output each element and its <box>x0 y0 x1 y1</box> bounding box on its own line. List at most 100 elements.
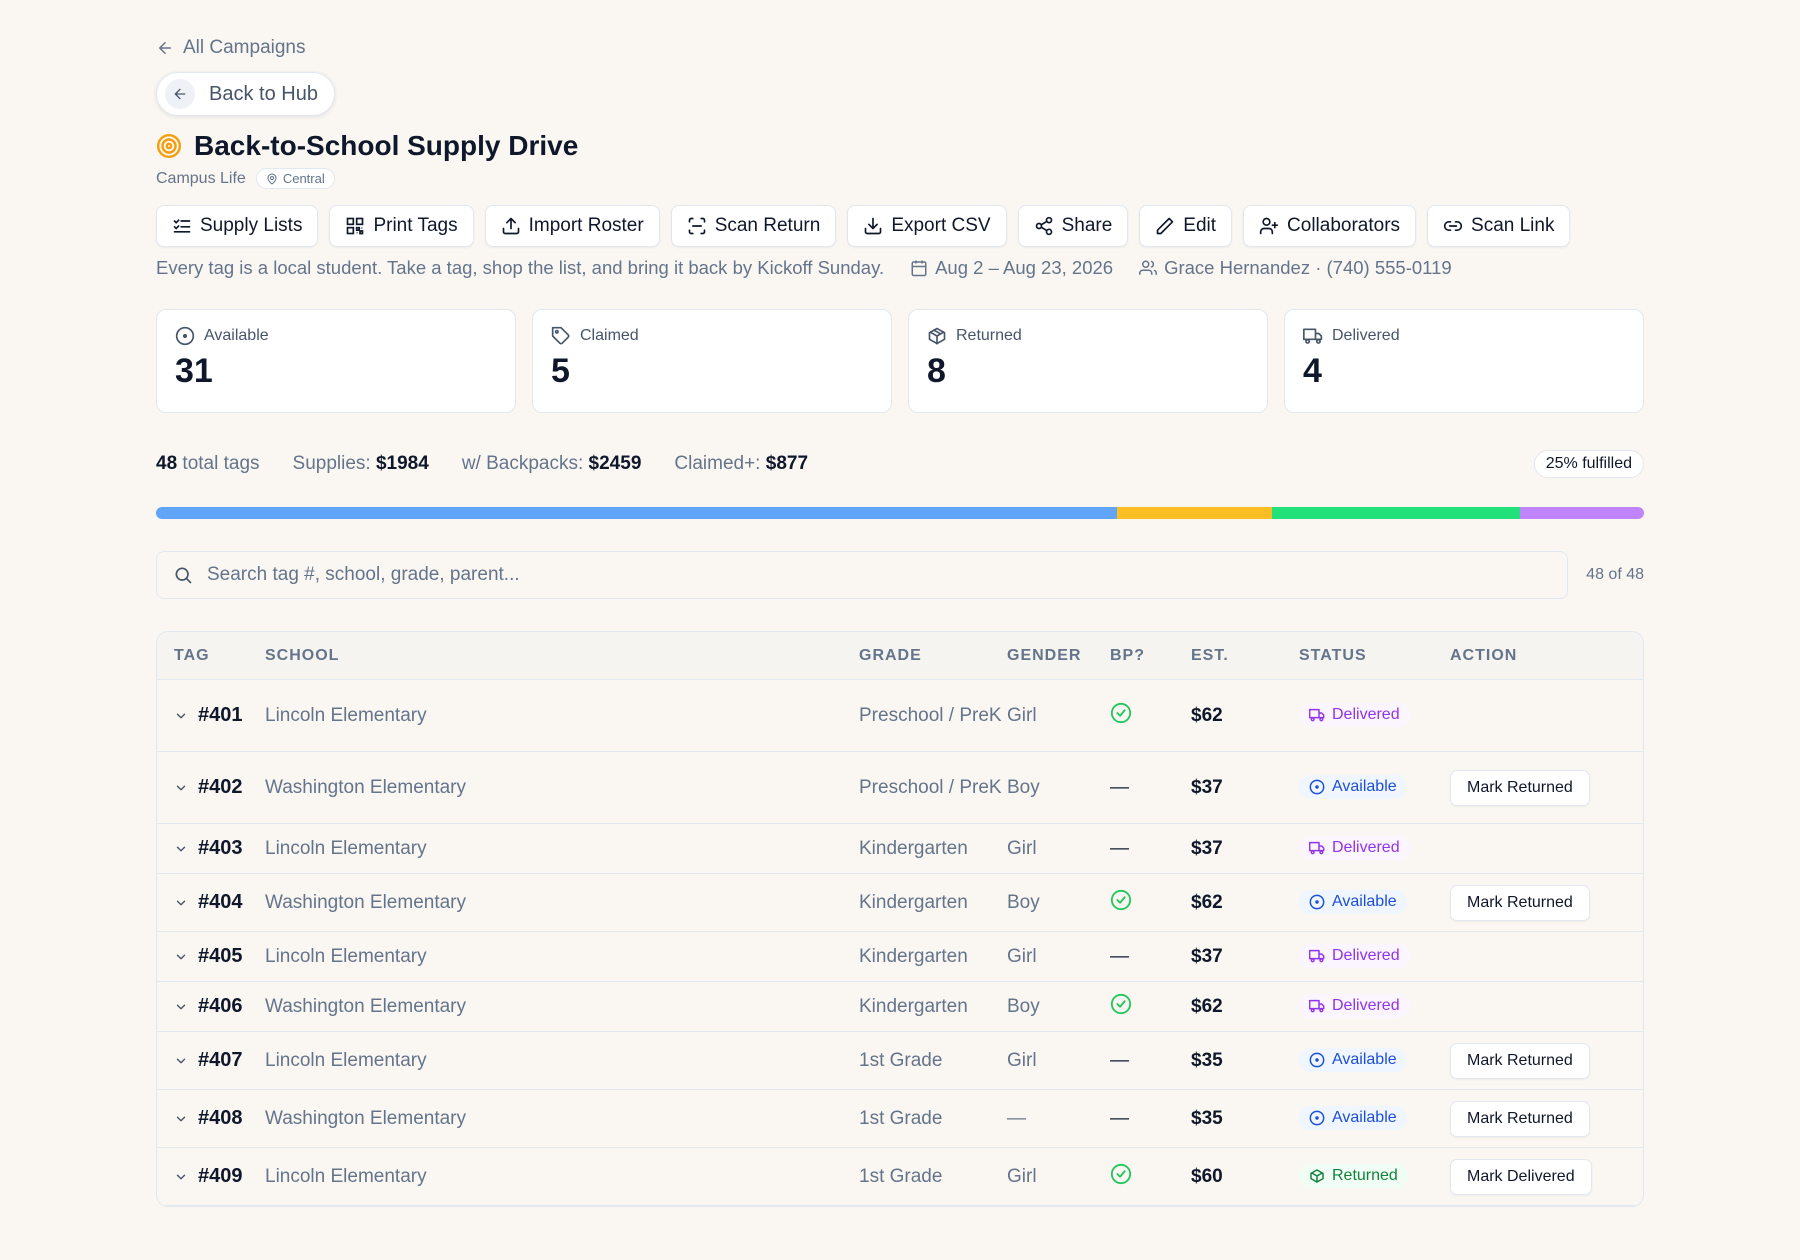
table-row[interactable]: #409 Lincoln Elementary 1st Grade Girl $60 Re… <box>157 1148 1643 1206</box>
chevron-down-icon[interactable] <box>174 781 188 795</box>
scan-link-label: Scan Link <box>1471 215 1555 236</box>
row-action-button[interactable]: Mark Returned <box>1450 884 1590 921</box>
chevron-down-icon[interactable] <box>174 1000 188 1014</box>
status-cell: Available <box>1299 774 1450 801</box>
tag-cell: #407 <box>157 1049 265 1072</box>
supply-lists-label: Supply Lists <box>200 215 303 236</box>
print-tags-button[interactable]: Print Tags <box>329 205 474 247</box>
tag-cell: #408 <box>157 1107 265 1130</box>
status-badge: Returned <box>1299 1163 1408 1188</box>
edit-button[interactable]: Edit <box>1139 205 1233 247</box>
share-button[interactable]: Share <box>1017 205 1129 247</box>
supply-lists-button[interactable]: Supply Lists <box>156 205 319 247</box>
school-cell: Lincoln Elementary <box>265 1165 427 1187</box>
scan-link-button[interactable]: Scan Link <box>1427 205 1571 247</box>
row-action-button[interactable]: Mark Returned <box>1450 769 1590 806</box>
table-row[interactable]: #406 Washington Elementary Kindergarten Boy… <box>157 982 1643 1032</box>
export-csv-button[interactable]: Export CSV <box>847 205 1007 247</box>
column-header-status[interactable]: STATUS <box>1299 646 1367 664</box>
column-header-tag[interactable]: TAG <box>174 646 210 664</box>
status-label: Delivered <box>1332 705 1400 723</box>
tag-cell: #409 <box>157 1165 265 1188</box>
circle-dot-icon <box>1309 1110 1325 1125</box>
edit-label: Edit <box>1183 215 1217 236</box>
chevron-down-icon[interactable] <box>174 896 188 910</box>
bp-empty: — <box>1110 1107 1129 1129</box>
circle-dot-icon <box>1309 779 1325 794</box>
stat-label: Returned <box>956 327 1022 344</box>
truck-icon <box>1309 708 1325 721</box>
row-action-button[interactable]: Mark Returned <box>1450 1042 1590 1079</box>
search-input[interactable] <box>207 564 1552 586</box>
column-header-est[interactable]: EST. <box>1191 646 1229 664</box>
tag-cell: #403 <box>157 837 265 860</box>
page-title: Back-to-School Supply Drive <box>194 130 579 161</box>
table-row[interactable]: #408 Washington Elementary 1st Grade — — $35 A… <box>157 1090 1643 1148</box>
table-row[interactable]: #401 Lincoln Elementary Preschool / PreK Gi… <box>157 680 1643 752</box>
total-tags: 48 total tags <box>156 453 260 475</box>
chevron-down-icon[interactable] <box>174 1054 188 1068</box>
back-to-hub-button[interactable]: Back to Hub <box>156 72 335 116</box>
collaborators-button[interactable]: Collaborators <box>1243 205 1417 247</box>
campaign-page: All Campaigns Back to Hub Back-to-School… <box>156 30 1644 1207</box>
scan-return-button[interactable]: Scan Return <box>670 205 837 247</box>
table-row[interactable]: #405 Lincoln Elementary Kindergarten Girl — $… <box>157 932 1643 982</box>
chevron-down-icon[interactable] <box>174 1170 188 1184</box>
collaborators-label: Collaborators <box>1287 215 1401 236</box>
row-action-button[interactable]: Mark Returned <box>1450 1100 1590 1137</box>
import-roster-button[interactable]: Import Roster <box>484 205 660 247</box>
users-icon <box>1139 260 1158 275</box>
table-row[interactable]: #407 Lincoln Elementary 1st Grade Girl — $35 A… <box>157 1032 1643 1090</box>
grade-cell: Kindergarten <box>859 995 968 1017</box>
status-label: Delivered <box>1332 996 1400 1014</box>
status-badge: Available <box>1299 889 1407 914</box>
tag-number: #407 <box>198 1049 243 1071</box>
chevron-down-icon[interactable] <box>174 1112 188 1126</box>
table-row[interactable]: #403 Lincoln Elementary Kindergarten Girl — $… <box>157 824 1643 874</box>
search-row: 48 of 48 <box>156 551 1644 599</box>
campaign-subtitle: Campus Life Central <box>156 168 1644 189</box>
column-header-school[interactable]: SCHOOL <box>265 646 340 664</box>
stat-card-available: Available 31 <box>156 309 516 413</box>
chevron-down-icon[interactable] <box>174 842 188 856</box>
action-cell: Mark Returned <box>1450 1100 1640 1137</box>
tag-number: #409 <box>198 1165 243 1187</box>
grade-cell: Kindergarten <box>859 945 968 967</box>
tag-number: #403 <box>198 837 243 859</box>
stat-card-claimed: Claimed 5 <box>532 309 892 413</box>
column-header-gender[interactable]: GENDER <box>1007 646 1082 664</box>
status-badge: Available <box>1299 1105 1407 1130</box>
check-circle-icon <box>1110 889 1132 910</box>
all-campaigns-link[interactable]: All Campaigns <box>156 30 1644 66</box>
campaign-description: Every tag is a local student. Take a tag… <box>156 257 885 278</box>
supplies-value: $1984 <box>375 453 429 474</box>
backpack-cell <box>1110 889 1191 917</box>
truck-icon <box>1309 949 1325 962</box>
backpack-cell <box>1110 1163 1191 1191</box>
row-action-button[interactable]: Mark Delivered <box>1450 1158 1592 1195</box>
tags-table: TAG SCHOOL GRADE GENDER BP? EST. STATUS … <box>156 631 1644 1207</box>
tag-number: #408 <box>198 1107 243 1129</box>
tag-icon <box>551 326 570 345</box>
total-count: 48 <box>156 453 178 474</box>
table-header: TAG SCHOOL GRADE GENDER BP? EST. STATUS … <box>157 632 1643 680</box>
tag-number: #406 <box>198 995 243 1017</box>
import-roster-label: Import Roster <box>528 215 644 236</box>
grade-cell: Preschool / PreK <box>859 776 1002 798</box>
chevron-down-icon[interactable] <box>174 709 188 723</box>
export-csv-label: Export CSV <box>891 215 991 236</box>
chevron-down-icon[interactable] <box>174 950 188 964</box>
circle-dot-icon <box>175 326 195 346</box>
grade-cell: Kindergarten <box>859 837 968 859</box>
school-cell: Washington Elementary <box>265 1107 467 1129</box>
table-row[interactable]: #402 Washington Elementary Preschool / Pre… <box>157 752 1643 824</box>
stat-value: 8 <box>927 352 946 390</box>
column-header-grade[interactable]: GRADE <box>859 646 922 664</box>
tag-number: #405 <box>198 945 243 967</box>
gender-cell: Boy <box>1007 891 1040 913</box>
column-header-bp[interactable]: BP? <box>1110 646 1145 664</box>
table-row[interactable]: #404 Washington Elementary Kindergarten Boy… <box>157 874 1643 932</box>
upload-icon <box>502 217 519 235</box>
stat-card-delivered: Delivered 4 <box>1284 309 1644 413</box>
check-circle-icon <box>1110 702 1132 723</box>
